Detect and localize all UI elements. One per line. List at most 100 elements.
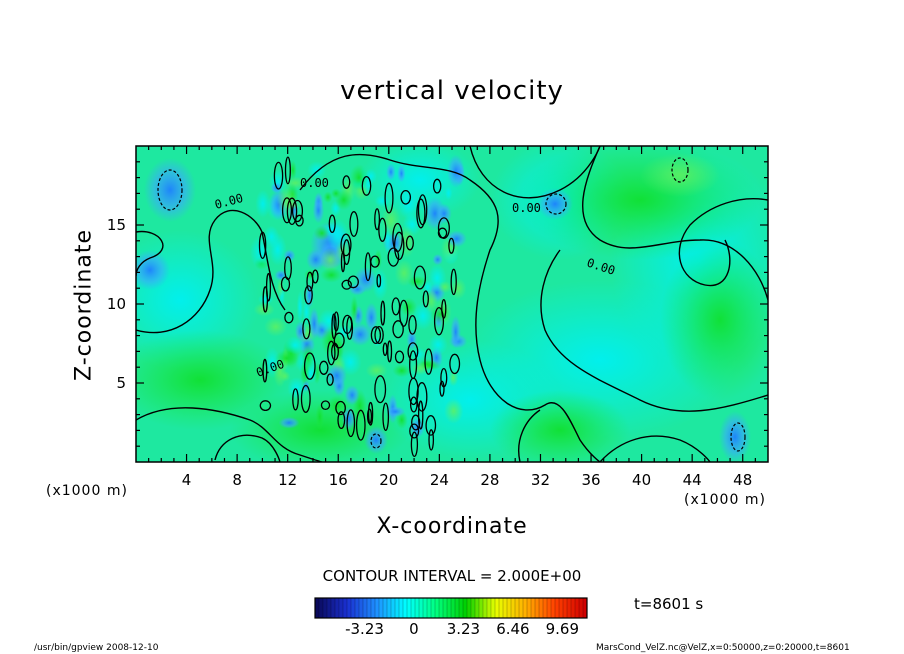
contour-loop	[393, 231, 405, 261]
contour-line	[518, 409, 541, 462]
contour-loop	[382, 402, 390, 431]
contour-loop	[433, 306, 445, 336]
contour-loop	[286, 197, 298, 226]
contour-loop	[380, 300, 386, 326]
contour-loop	[367, 401, 374, 426]
contour-loop	[304, 285, 313, 305]
field-patch	[428, 334, 448, 356]
colorbar-swatch	[567, 598, 572, 618]
contour-loop	[300, 384, 311, 413]
contour-loop	[422, 290, 429, 308]
contour-loop	[392, 320, 404, 339]
field-patch	[257, 294, 274, 305]
contour-loop	[292, 388, 299, 411]
contour-loop	[384, 182, 394, 214]
field-patch	[400, 297, 418, 317]
colorbar-swatch	[419, 598, 424, 618]
field-patch	[326, 395, 349, 416]
contour-loop	[355, 409, 366, 441]
negative-contour	[157, 169, 183, 211]
field-patch	[364, 302, 378, 333]
contour-loop	[284, 256, 292, 281]
colorbar-swatch	[539, 598, 544, 618]
colorbar-swatch	[519, 598, 524, 618]
y-tick-label: 15	[107, 216, 126, 234]
contour-loop	[281, 197, 293, 224]
colorbar-swatch	[375, 598, 380, 618]
colorbar-swatch	[491, 598, 496, 618]
contour-interval-label: CONTOUR INTERVAL = 2.000E+00	[322, 567, 582, 585]
x-tick-label: 32	[531, 471, 550, 489]
field-patch	[289, 160, 297, 180]
x-tick-label: 36	[581, 471, 600, 489]
colorbar-swatch	[531, 598, 536, 618]
contour-loop	[366, 408, 373, 425]
contour-loop	[327, 340, 336, 366]
contour-loop	[291, 199, 304, 223]
colorbar-swatch	[555, 598, 560, 618]
negative-contour	[545, 193, 567, 215]
colorbar-swatch	[543, 598, 548, 618]
contour-loop	[342, 175, 351, 189]
field-patch	[312, 197, 325, 224]
colorbar-swatch	[471, 598, 476, 618]
contour-value-label: 0.00	[512, 201, 541, 215]
contour-loop	[399, 299, 409, 327]
contour-loop	[407, 342, 419, 361]
contour-loop	[361, 175, 372, 196]
field-patch	[326, 218, 349, 252]
contour-loop	[432, 178, 442, 194]
colorbar-swatch	[487, 598, 492, 618]
colorbar-tick-label: -3.23	[345, 620, 384, 638]
colorbar-swatch	[351, 598, 356, 618]
contour-line	[261, 231, 286, 311]
contour-loop	[370, 255, 380, 268]
contour-line	[136, 230, 164, 277]
colorbar-swatch	[367, 598, 372, 618]
colorbar-swatch	[403, 598, 408, 618]
colorbar-swatch	[347, 598, 352, 618]
contour-loop	[417, 194, 428, 226]
contour-loop	[409, 396, 418, 413]
field-patch	[365, 362, 388, 379]
colorbar-frame	[314, 597, 588, 619]
colorbar-swatch	[411, 598, 416, 618]
contour-loop	[284, 156, 291, 185]
colorbar-swatch	[331, 598, 336, 618]
field-patch	[374, 194, 390, 208]
colorbar-swatch	[423, 598, 428, 618]
colorbar-swatch	[459, 598, 464, 618]
field-patch	[255, 189, 271, 218]
field-patch	[447, 154, 465, 188]
field-patch	[349, 323, 372, 346]
colorbar-swatch	[563, 598, 568, 618]
colorbar-swatch	[579, 598, 584, 618]
colorbar-swatch	[431, 598, 436, 618]
field-patch	[144, 158, 196, 222]
colorbar-swatch	[523, 598, 528, 618]
colorbar-swatch	[447, 598, 452, 618]
contour-loop	[302, 318, 311, 340]
field-patch	[326, 363, 347, 388]
colorbar-swatch	[527, 598, 532, 618]
colorbar-swatch	[499, 598, 504, 618]
colorbar-swatch	[359, 598, 364, 618]
field-patch	[296, 290, 304, 324]
colorbar-swatch	[483, 598, 488, 618]
field-patch	[432, 254, 443, 266]
colorbar-swatch	[571, 598, 576, 618]
contour-loop	[416, 382, 428, 412]
colorbar-swatch	[343, 598, 348, 618]
contour-loop	[258, 231, 267, 259]
colorbar-swatch	[455, 598, 460, 618]
contour-loop	[320, 400, 331, 411]
contour-loop	[342, 239, 351, 266]
contour-loop	[417, 400, 424, 430]
negative-contour	[730, 422, 746, 452]
x-tick-label: 40	[632, 471, 651, 489]
x-tick-label: 16	[329, 471, 348, 489]
colorbar-tick-label: 0	[409, 620, 419, 638]
contour-loop	[342, 314, 353, 335]
field-patch	[309, 307, 320, 341]
colorbar-swatch	[535, 598, 540, 618]
